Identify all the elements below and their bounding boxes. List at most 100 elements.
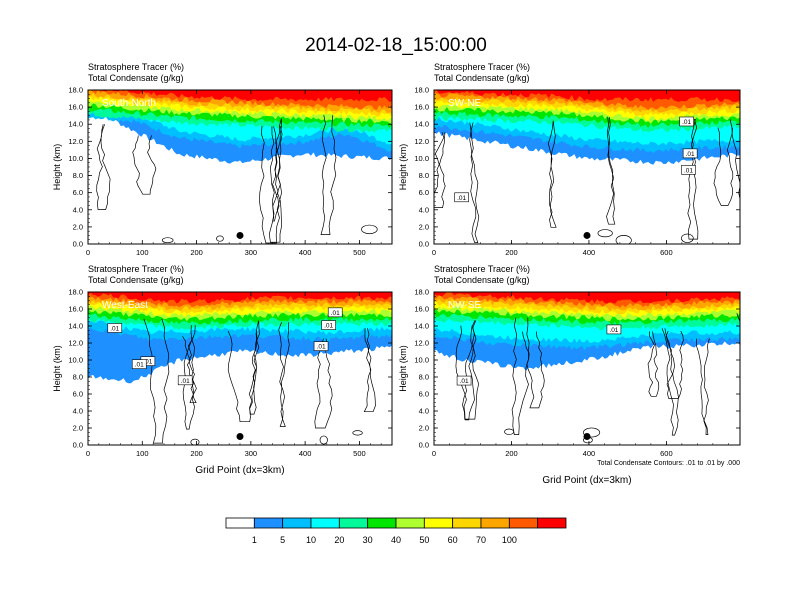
contour-label-box xyxy=(456,375,472,386)
condensate-contour xyxy=(615,235,632,244)
condensate-contour xyxy=(363,328,376,413)
condensate-contour xyxy=(352,430,363,436)
cross-section-label: South-North xyxy=(102,98,156,109)
colorbar-swatch xyxy=(310,517,340,529)
contour-note: Total Condensate Contours: .01 to .01 by… xyxy=(597,460,740,467)
condensate-contour xyxy=(511,317,530,435)
condensate-contour xyxy=(597,229,613,238)
tracer-band-10 xyxy=(88,90,392,102)
y-tick-label: 10.0 xyxy=(414,356,429,365)
x-tick-label: 600 xyxy=(660,248,673,257)
panels: South-North 0.0 2.0 4.0 6.0 8.0 10.0 12.0 14.0 16… xyxy=(52,62,741,486)
contour-label-box xyxy=(454,192,469,203)
contour-label-box xyxy=(606,324,622,335)
x-tick-label: 200 xyxy=(505,449,518,458)
y-tick-label: 2.0 xyxy=(419,424,429,433)
y-tick-label: 6.0 xyxy=(73,188,83,197)
y-tick-label: 4.0 xyxy=(419,407,429,416)
condensate-contour xyxy=(729,119,740,201)
location-marker xyxy=(583,231,591,239)
panel-title-line2: Total Condensate (g/kg) xyxy=(434,73,530,83)
condensate-contour xyxy=(455,325,477,421)
contour-label: .01 xyxy=(317,344,326,351)
x-tick-label: 400 xyxy=(299,449,312,458)
colorbar-label: 5 xyxy=(280,535,285,545)
plot-area: .01 .01 .01 .01 SW-NE xyxy=(434,90,740,244)
colorbar-swatch xyxy=(282,517,312,529)
contour-label: .01 xyxy=(143,359,152,366)
y-tick-label: 8.0 xyxy=(419,171,429,180)
y-tick-label: 0.0 xyxy=(419,441,429,450)
y-tick-label: 2.0 xyxy=(419,222,429,231)
x-tick-label: 0 xyxy=(86,449,90,458)
x-tick-label: 400 xyxy=(583,449,596,458)
panel-title-line1: Stratosphere Tracer (%) xyxy=(88,62,184,72)
y-tick-label: 18.0 xyxy=(68,86,83,95)
condensate-contour xyxy=(182,325,196,430)
y-tick-label: 6.0 xyxy=(419,390,429,399)
condensate-contour xyxy=(361,224,378,235)
colorbar-swatch xyxy=(480,517,510,529)
y-tick-label: 12.0 xyxy=(414,137,429,146)
y-tick-label: 8.0 xyxy=(73,171,83,180)
y-tick-label: 14.0 xyxy=(68,322,83,331)
x-tick-label: 200 xyxy=(190,449,203,458)
contour-label-box xyxy=(321,320,336,330)
condensate-contour xyxy=(647,331,660,397)
condensate-contour xyxy=(272,118,282,222)
y-tick-label: 10.0 xyxy=(68,154,83,163)
y-tick-label: 12.0 xyxy=(68,339,83,348)
condensate-contour xyxy=(583,427,601,438)
panel-title-line1: Stratosphere Tracer (%) xyxy=(88,264,184,274)
condensate-contour xyxy=(96,124,111,210)
y-axis-label: Height (km) xyxy=(52,144,62,191)
colorbar-swatch xyxy=(452,517,482,529)
y-tick-label: 18.0 xyxy=(414,288,429,297)
condensate-contour xyxy=(547,120,557,228)
y-tick-label: 12.0 xyxy=(414,339,429,348)
colorbar-swatch xyxy=(537,517,567,529)
x-tick-label: 200 xyxy=(505,248,518,257)
colorbar-label: 10 xyxy=(306,535,316,545)
chart-panel-4: .01 .01 NW-SE 0.0 2.0 4.0 6.0 8.0 10.0 12.0 14.0 16… xyxy=(398,264,741,486)
colorbar-swatch xyxy=(338,517,369,529)
contour-label: .01 xyxy=(331,310,340,317)
y-tick-label: 0.0 xyxy=(73,441,83,450)
y-tick-label: 10.0 xyxy=(68,356,83,365)
condensate-contour xyxy=(462,320,480,420)
condensate-contour xyxy=(661,328,679,436)
plot-area: .01 .01 NW-SE xyxy=(434,292,740,444)
y-tick-label: 14.0 xyxy=(414,120,429,129)
panel-title-line2: Total Condensate (g/kg) xyxy=(434,275,530,285)
condensate-contour xyxy=(469,122,480,243)
y-axis-label: Height (km) xyxy=(398,345,408,392)
colorbar-label: 50 xyxy=(419,535,429,545)
colorbar-label: 40 xyxy=(391,535,401,545)
tracer-band-10 xyxy=(434,292,740,304)
y-tick-label: 4.0 xyxy=(419,205,429,214)
condensate-contour xyxy=(314,338,333,429)
x-tick-label: 400 xyxy=(583,248,596,257)
x-tick-label: 100 xyxy=(136,248,149,257)
contour-label: .01 xyxy=(609,327,618,334)
y-tick-label: 2.0 xyxy=(73,424,83,433)
contour-label-box xyxy=(327,307,343,318)
x-axis-label: Grid Point (dx=3km) xyxy=(195,465,284,476)
y-tick-label: 0.0 xyxy=(419,240,429,249)
y-tick-label: 10.0 xyxy=(414,154,429,163)
plot-area: South-North xyxy=(88,90,392,244)
x-tick-label: 0 xyxy=(86,248,90,257)
colorbar-swatch xyxy=(367,517,397,529)
x-tick-label: 600 xyxy=(660,449,673,458)
tracer-band-10 xyxy=(434,90,740,102)
condensate-contour xyxy=(320,115,337,235)
location-marker xyxy=(236,433,244,440)
cross-section-label: SW-NE xyxy=(448,98,481,109)
chart-panel-1: South-North 0.0 2.0 4.0 6.0 8.0 10.0 12.0 14.0 16… xyxy=(52,62,393,257)
colorbar-swatch xyxy=(423,517,454,529)
panel-title-line2: Total Condensate (g/kg) xyxy=(88,275,184,285)
condensate-contour xyxy=(259,125,283,244)
y-tick-label: 6.0 xyxy=(419,188,429,197)
